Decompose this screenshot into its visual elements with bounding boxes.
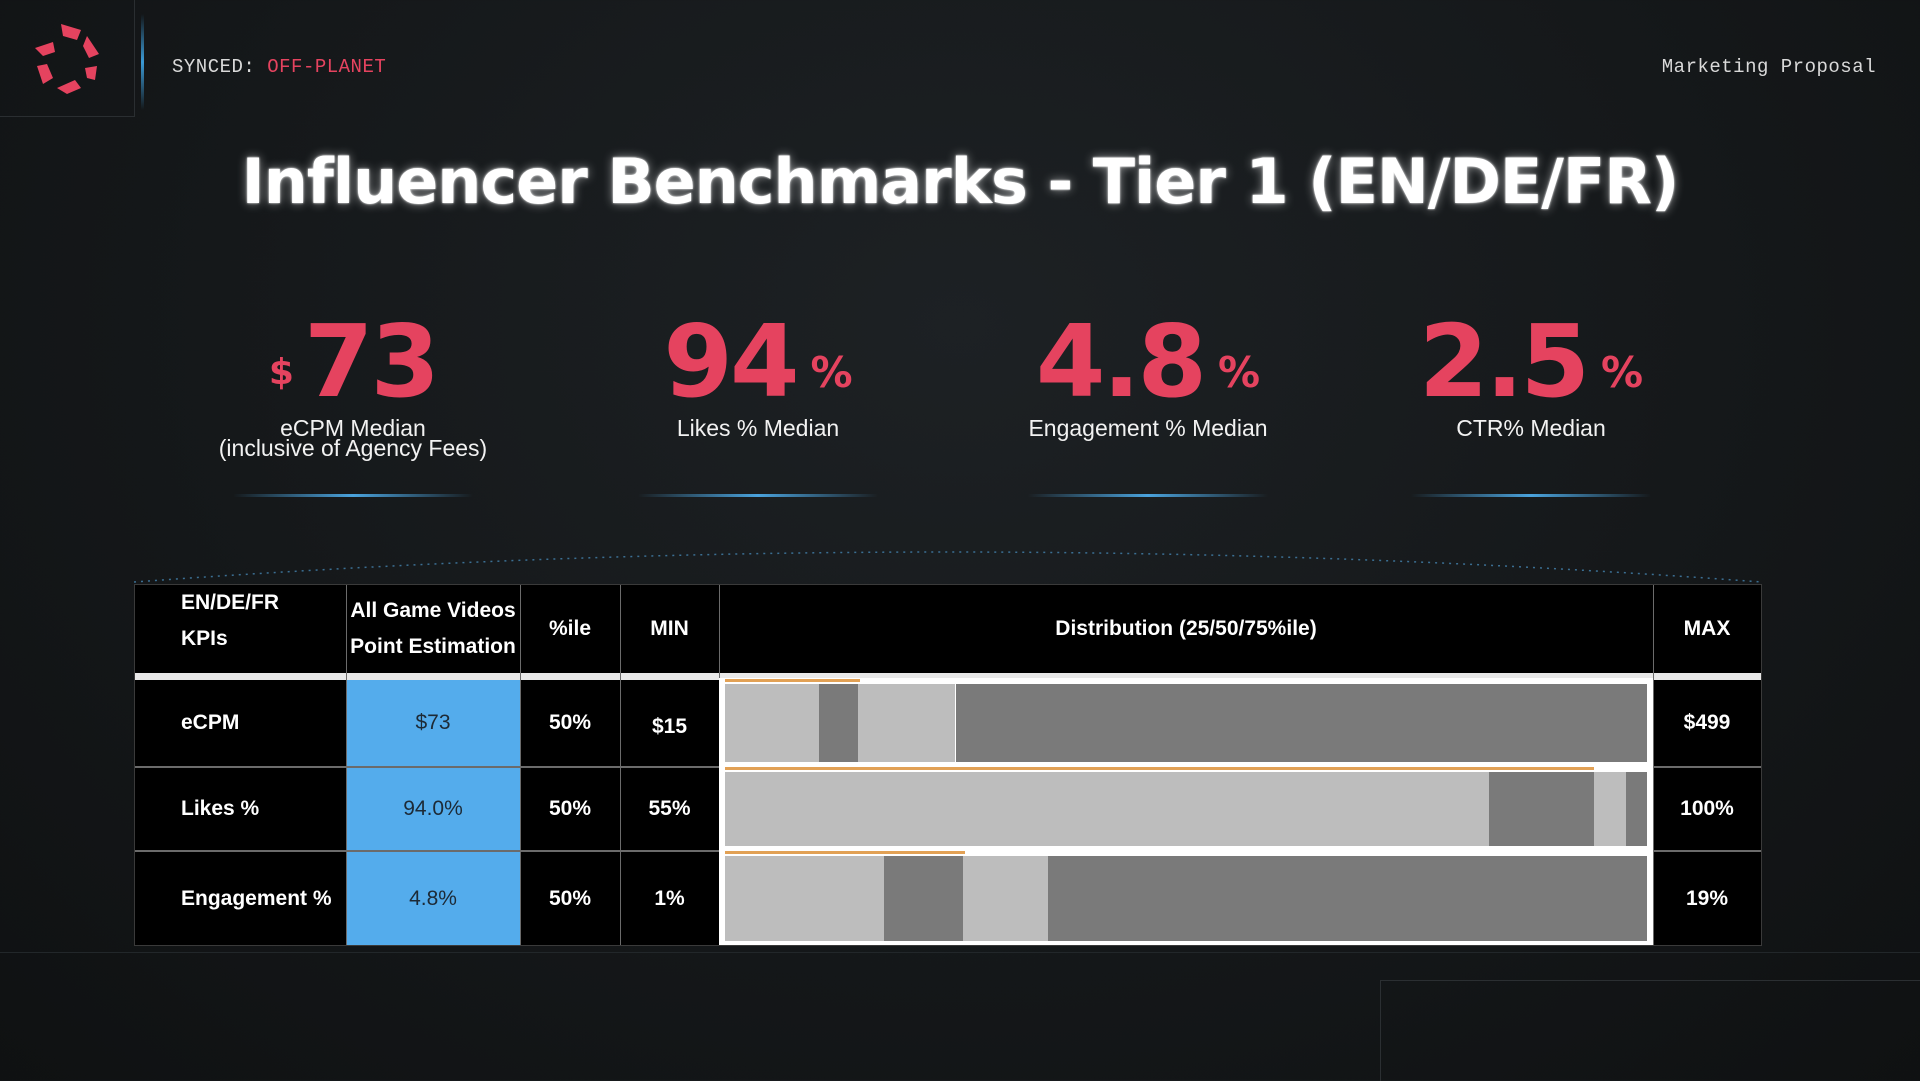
- kpi-suffix: %: [1601, 348, 1644, 397]
- row-kpi-label: eCPM: [181, 711, 240, 734]
- kpi-likes: 94 % Likes % Median: [568, 303, 948, 497]
- kpi-label: Engagement % Median: [1028, 415, 1268, 441]
- header-percentile: %ile: [548, 617, 592, 640]
- kpi-sublabel: (inclusive of Agency Fees): [218, 435, 488, 461]
- row-min: 1%: [654, 886, 685, 910]
- distribution-segment: [819, 684, 858, 762]
- distribution-segment: [1593, 772, 1626, 846]
- distribution-segment: [725, 772, 1490, 846]
- row-kpi-label: Likes %: [181, 797, 260, 820]
- logo-divider: [141, 14, 144, 110]
- header-estimate-line2: Point Estimation: [350, 635, 516, 658]
- sync-indicator: SYNCED: OFF-PLANET: [172, 56, 386, 78]
- row-estimate: 4.8%: [346, 852, 520, 945]
- header-kpis-line1: EN/DE/FR: [181, 591, 280, 614]
- dotted-arc-decoration: [134, 551, 1762, 583]
- distribution-segment: [725, 856, 884, 941]
- kpi-ecpm: $ 73 eCPM Median (inclusive of Agency Fe…: [163, 303, 543, 497]
- row-estimate: 94.0%: [346, 768, 520, 850]
- distribution-chart: [719, 585, 1653, 945]
- row-min: 55%: [648, 797, 691, 820]
- header-max: MAX: [1683, 617, 1731, 640]
- kpi-underline: [638, 494, 878, 497]
- kpi-underline: [1028, 494, 1268, 497]
- sync-label: SYNCED:: [172, 56, 256, 78]
- distribution-segment: [1489, 772, 1594, 846]
- document-label: Marketing Proposal: [1661, 56, 1876, 78]
- sync-status: OFF-PLANET: [267, 56, 387, 78]
- distribution-segment: [883, 856, 963, 941]
- kpi-ctr: 2.5 % CTR% Median: [1341, 303, 1721, 497]
- benchmark-table: EN/DE/FR KPIs All Game Videos Point Esti…: [134, 584, 1762, 946]
- distribution-segment: [725, 684, 820, 762]
- kpi-suffix: %: [810, 348, 853, 397]
- row-max: 100%: [1680, 797, 1734, 820]
- row-kpi-label: Engagement %: [181, 886, 332, 910]
- header-estimate: All Game Videos Point Estimation: [346, 585, 520, 673]
- distribution-segment: [962, 856, 1048, 941]
- column-divider: [346, 585, 347, 945]
- row-max: $499: [1683, 711, 1731, 734]
- kpi-suffix: %: [1218, 348, 1261, 397]
- row-percentile: 50%: [548, 711, 592, 734]
- column-divider: [520, 585, 521, 945]
- page-title: Influencer Benchmarks - Tier 1 (EN/DE/FR…: [241, 145, 1680, 218]
- distribution-segment: [857, 684, 956, 762]
- brand-logo-icon: [35, 24, 99, 94]
- row-estimate: $73: [346, 680, 520, 766]
- distribution-range-line: [725, 851, 965, 854]
- row-min: $15: [651, 715, 688, 738]
- header-separator: [135, 673, 1761, 680]
- kpi-value: 2.5: [1418, 303, 1590, 420]
- kpi-label: eCPM Median: [280, 415, 426, 441]
- row-percentile: 50%: [548, 797, 592, 820]
- column-divider: [620, 585, 621, 945]
- kpi-underline: [1411, 494, 1651, 497]
- kpi-value: 4.8: [1035, 303, 1207, 420]
- kpi-value: 73: [303, 303, 440, 420]
- footer-divider: [0, 952, 1920, 953]
- distribution-segment: [1625, 772, 1647, 846]
- row-percentile: 50%: [548, 886, 592, 910]
- footer-panel: [1380, 980, 1920, 1081]
- row-max: 19%: [1685, 886, 1729, 910]
- header-estimate-line1: All Game Videos: [350, 599, 516, 622]
- kpi-label: CTR% Median: [1456, 415, 1606, 441]
- header-kpis-line2: KPIs: [181, 627, 228, 650]
- kpi-value: 94: [663, 303, 799, 420]
- kpi-underline: [233, 494, 473, 497]
- distribution-range-line: [725, 679, 860, 682]
- header-kpis: EN/DE/FR KPIs: [135, 585, 346, 673]
- kpi-label: Likes % Median: [676, 415, 840, 441]
- kpi-engagement: 4.8 % Engagement % Median: [958, 303, 1338, 497]
- column-divider: [1653, 585, 1654, 945]
- logo-box: [0, 0, 135, 117]
- header-distribution: Distribution (25/50/75%ile): [1055, 617, 1317, 640]
- kpi-prefix: $: [268, 352, 294, 393]
- header-min: MIN: [650, 617, 689, 640]
- distribution-range-line: [725, 767, 1594, 770]
- distribution-segment: [955, 684, 1647, 762]
- distribution-segment: [1047, 856, 1647, 941]
